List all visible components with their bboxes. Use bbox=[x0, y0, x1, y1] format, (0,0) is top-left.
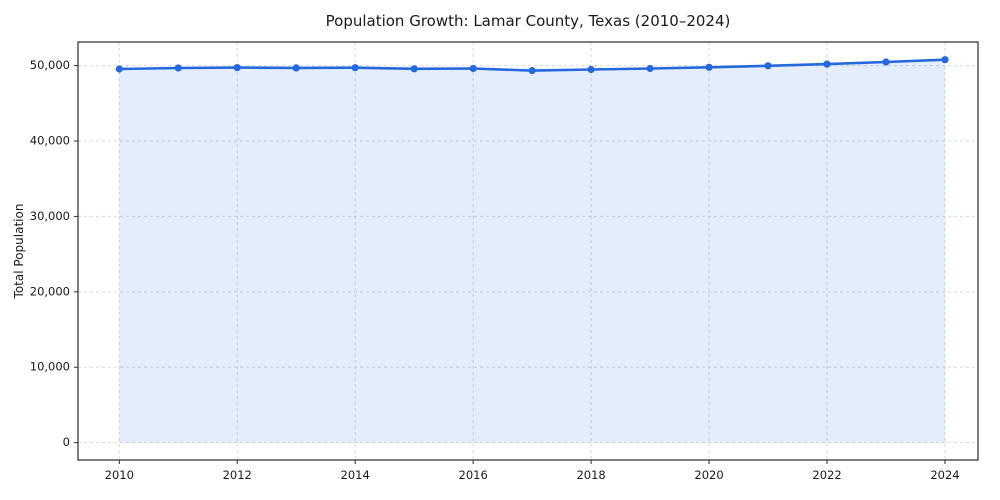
x-tick-label: 2010 bbox=[105, 468, 134, 482]
y-tick-label: 50,000 bbox=[30, 58, 70, 72]
x-tick-label: 2022 bbox=[812, 468, 841, 482]
x-tick-label: 2024 bbox=[930, 468, 959, 482]
x-tick-label: 2014 bbox=[341, 468, 370, 482]
x-tick-label: 2020 bbox=[694, 468, 723, 482]
data-point-2018 bbox=[587, 65, 595, 74]
data-point-2024 bbox=[941, 56, 949, 64]
data-point-2016 bbox=[469, 64, 477, 73]
y-tick-label: 40,000 bbox=[30, 134, 70, 148]
data-point-2021 bbox=[764, 62, 772, 70]
y-tick-label: 20,000 bbox=[30, 284, 70, 298]
chart-title: Population Growth: Lamar County, Texas (… bbox=[325, 12, 731, 30]
data-point-2013 bbox=[292, 64, 300, 72]
x-tick-label: 2016 bbox=[459, 468, 488, 482]
y-tick-label: 0 bbox=[63, 435, 70, 449]
y-tick-label: 10,000 bbox=[30, 360, 70, 374]
data-point-2015 bbox=[410, 65, 418, 73]
data-point-2019 bbox=[646, 64, 654, 73]
x-tick-label: 2018 bbox=[576, 468, 605, 482]
data-point-2010 bbox=[115, 65, 123, 73]
data-point-2023 bbox=[882, 58, 890, 66]
plot-border bbox=[77, 41, 979, 461]
y-tick-label: 30,000 bbox=[30, 209, 70, 223]
series-area-fill bbox=[119, 59, 946, 443]
data-point-2017 bbox=[528, 67, 536, 75]
x-tick-label: 2012 bbox=[223, 468, 252, 482]
data-point-2014 bbox=[351, 64, 359, 72]
data-point-2020 bbox=[705, 63, 713, 71]
data-point-2012 bbox=[233, 64, 241, 72]
data-point-2011 bbox=[174, 64, 182, 72]
data-point-2022 bbox=[823, 60, 831, 68]
